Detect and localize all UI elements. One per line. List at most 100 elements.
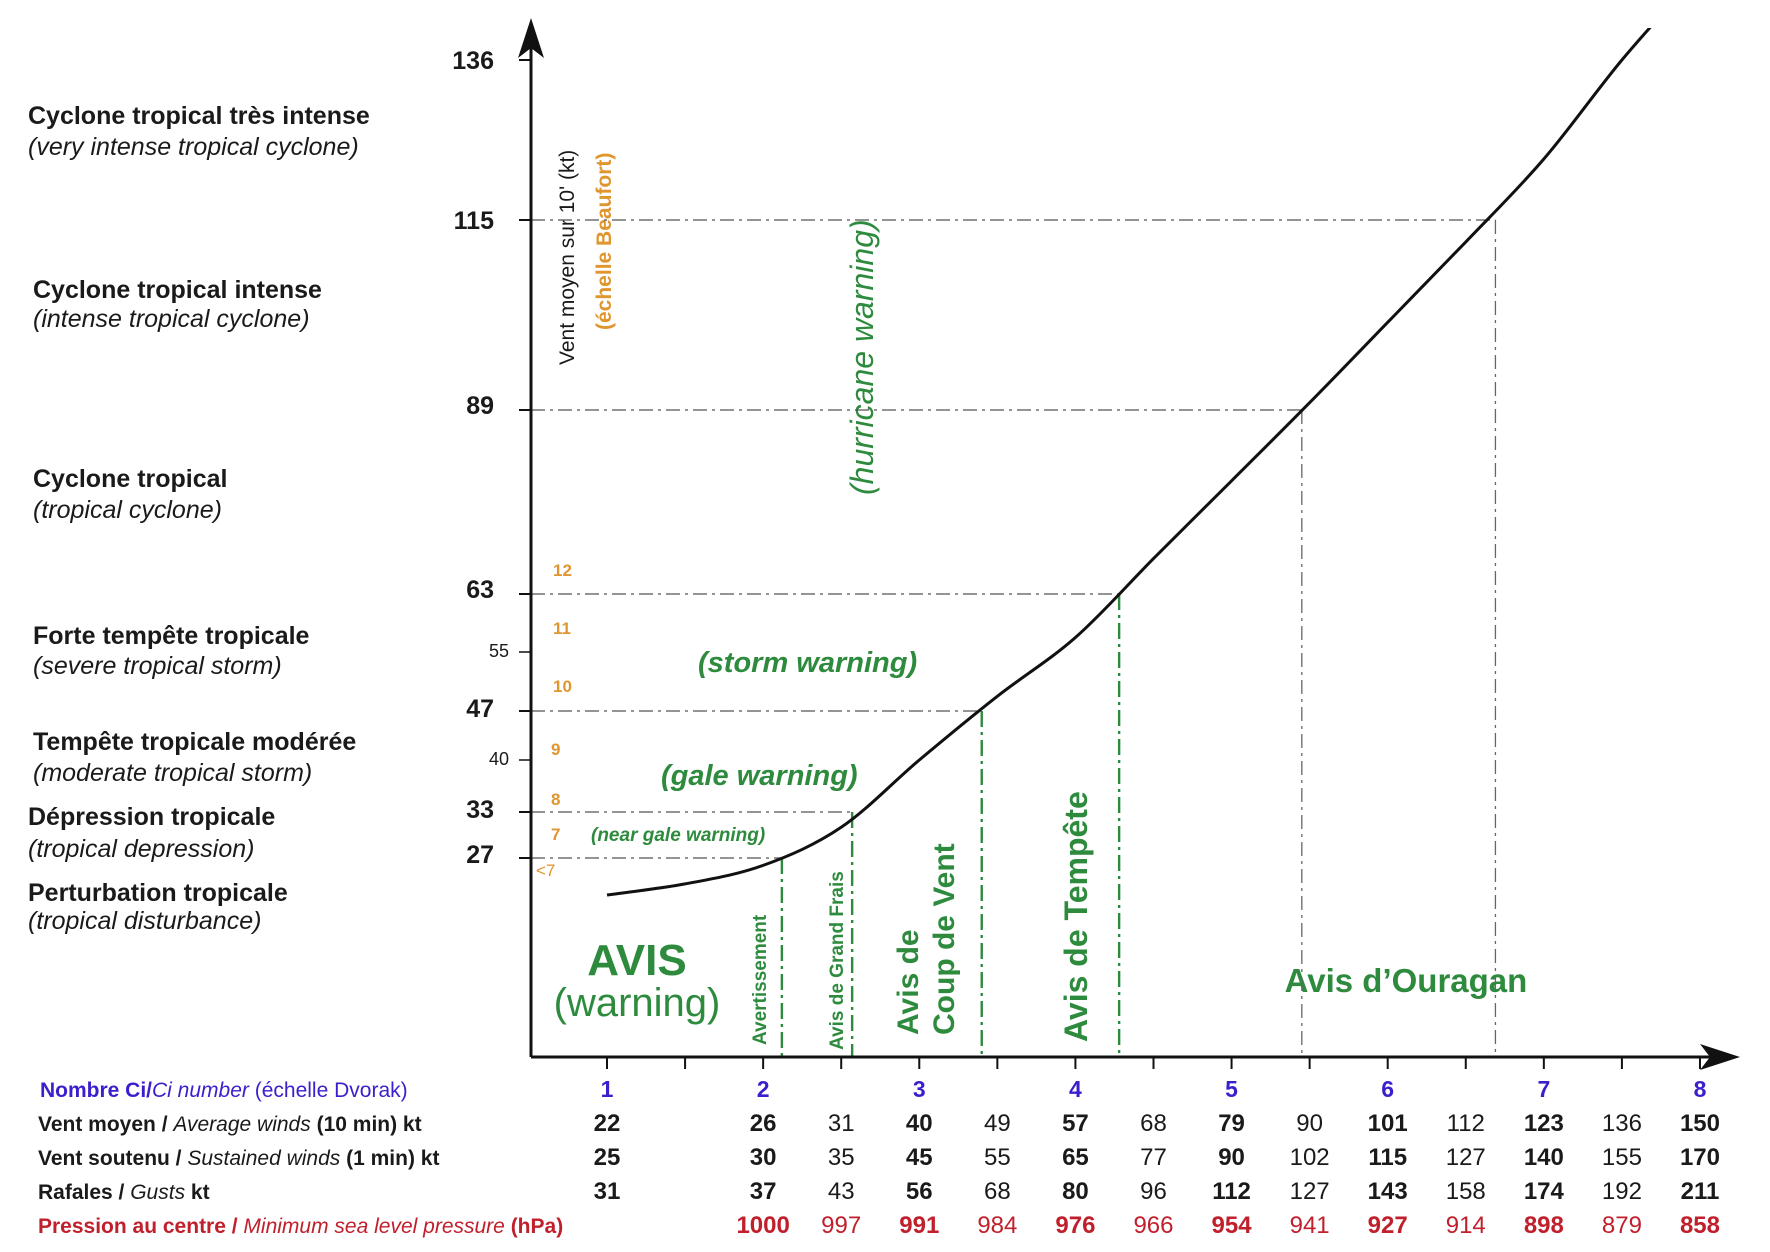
category-en-label: (very intense tropical cyclone)	[28, 133, 359, 161]
table-cell: 127	[1446, 1144, 1486, 1171]
table-cell: 211	[1681, 1178, 1720, 1205]
table-cell: 31	[828, 1110, 855, 1137]
y-tick-label: 89	[466, 392, 494, 420]
y-axis-arrow	[518, 18, 544, 58]
table-cell: 966	[1133, 1212, 1173, 1239]
table-cell: 192	[1602, 1178, 1642, 1205]
x-axis-arrow	[1700, 1044, 1740, 1070]
table-cell: 115	[1368, 1144, 1407, 1171]
ci-label-part3: (échelle Dvorak)	[249, 1079, 408, 1102]
table-cell: 140	[1524, 1144, 1564, 1171]
category-fr-label: Cyclone tropical intense	[33, 276, 322, 304]
table-cell: 1000	[736, 1212, 789, 1239]
table-cell: 914	[1446, 1212, 1486, 1239]
ci-number-label: 8	[1694, 1076, 1707, 1102]
table-cell: 96	[1140, 1178, 1167, 1205]
beaufort-label: 12	[553, 561, 572, 580]
x-ticks	[606, 1057, 1701, 1069]
table-cell: 941	[1290, 1212, 1330, 1239]
beaufort-label: <7	[536, 861, 555, 880]
table-cell: 55	[984, 1144, 1011, 1171]
beaufort-label: 10	[553, 677, 572, 696]
table-cell: 57	[1062, 1110, 1089, 1137]
table-cell: 954	[1212, 1212, 1253, 1239]
row-label-fr: Pression au centre /	[38, 1215, 243, 1238]
row-label-sustained-winds: Vent soutenu / Sustained winds (1 min) k…	[38, 1147, 439, 1170]
table-cell: 35	[828, 1144, 855, 1171]
table-cell: 68	[984, 1178, 1011, 1205]
category-en-label: (tropical cyclone)	[33, 496, 222, 524]
table-cell: 79	[1218, 1110, 1245, 1137]
warning-divider-lines	[780, 220, 1497, 1057]
table-cell: 101	[1368, 1110, 1408, 1137]
ci-number-label: 1	[601, 1076, 614, 1102]
row-label-en: Average winds	[171, 1113, 311, 1136]
table-cell: 984	[977, 1212, 1017, 1239]
table-cell: 158	[1446, 1178, 1486, 1205]
table-cell: 31	[594, 1178, 621, 1205]
y-axis-sublabel: (échelle Beaufort)	[593, 153, 616, 330]
table-cell: 155	[1602, 1144, 1642, 1171]
table-cell: 143	[1368, 1178, 1408, 1205]
category-en-label: (severe tropical storm)	[33, 652, 282, 680]
coup-de-vent-label-line2: Coup de Vent	[928, 843, 961, 1035]
threshold-lines	[531, 219, 1496, 859]
hurricane-warning-label: (hurricane warning)	[844, 219, 880, 495]
table-cell: 30	[750, 1144, 777, 1171]
row-label-fr: Vent moyen /	[38, 1113, 173, 1136]
dvorak-table: Nombre Ci/Ci number (échelle Dvorak) Ven…	[38, 1076, 1720, 1239]
row-label-fr: Rafales /	[38, 1181, 130, 1204]
row-label-suffix: (hPa)	[505, 1215, 563, 1238]
avis-label: AVIS	[587, 936, 686, 985]
coup-de-vent-label-line1: Avis de	[892, 929, 925, 1035]
table-cell: 65	[1062, 1144, 1089, 1171]
y-tick-label: 63	[466, 576, 494, 604]
y-tick-label: 115	[454, 207, 494, 235]
beaufort-labels: 12 11 10 9 8 7 <7	[536, 561, 572, 880]
category-en-label: (intense tropical cyclone)	[33, 305, 310, 333]
tempete-label: Avis de Tempête	[1058, 791, 1094, 1042]
table-cell: 991	[899, 1212, 939, 1239]
y-tick-label: 33	[466, 796, 494, 824]
category-fr-label: Cyclone tropical	[33, 465, 228, 493]
table-cell: 127	[1290, 1178, 1330, 1205]
ci-number-labels: 1 2 3 4 5 6 7 8	[601, 1076, 1707, 1102]
storm-warning-label: (storm warning)	[698, 647, 917, 679]
row-label-en: Gusts	[130, 1181, 185, 1204]
category-en-label: (tropical disturbance)	[28, 907, 261, 935]
table-cell: 136	[1602, 1110, 1642, 1137]
table-cell: 77	[1140, 1144, 1167, 1171]
ci-row-label: Nombre Ci/Ci number (échelle Dvorak)	[40, 1079, 408, 1102]
table-cell: 22	[594, 1110, 621, 1137]
table-cell: 174	[1524, 1178, 1565, 1205]
table-cell: 56	[906, 1178, 933, 1205]
table-cell: 879	[1602, 1212, 1642, 1239]
beaufort-label: 8	[551, 790, 560, 809]
table-cell: 43	[828, 1178, 855, 1205]
row-label-gusts: Rafales / Gusts kt	[38, 1181, 210, 1204]
y-tick-label-minor: 40	[489, 749, 509, 769]
table-cell: 102	[1290, 1144, 1330, 1171]
category-labels: Cyclone tropical très intense (very inte…	[28, 102, 370, 935]
row-label-suffix: kt	[185, 1181, 210, 1204]
category-fr-label: Forte tempête tropicale	[33, 622, 310, 650]
table-cell: 858	[1680, 1212, 1720, 1239]
beaufort-label: 7	[551, 825, 560, 844]
table-cell: 123	[1524, 1110, 1564, 1137]
table-cell: 80	[1062, 1178, 1089, 1205]
table-cell: 112	[1212, 1178, 1251, 1205]
table-cell: 45	[906, 1144, 933, 1171]
category-en-label: (moderate tropical storm)	[33, 759, 312, 787]
ci-number-label: 7	[1537, 1076, 1550, 1102]
row-label-suffix: (10 min) kt	[311, 1113, 422, 1136]
table-cell: 26	[750, 1110, 777, 1137]
grand-frais-label: Avis de Grand Frais	[827, 871, 848, 1050]
ci-number-label: 5	[1225, 1076, 1238, 1102]
table-cell: 40	[906, 1110, 933, 1137]
row-label-average-winds: Vent moyen / Average winds (10 min) kt	[38, 1113, 422, 1136]
intensity-curve	[606, 28, 1652, 897]
table-cell: 170	[1680, 1144, 1720, 1171]
gale-warning-label: (gale warning)	[661, 760, 858, 792]
ci-number-label: 2	[757, 1076, 770, 1102]
row-label-en: Minimum sea level pressure	[243, 1215, 504, 1238]
